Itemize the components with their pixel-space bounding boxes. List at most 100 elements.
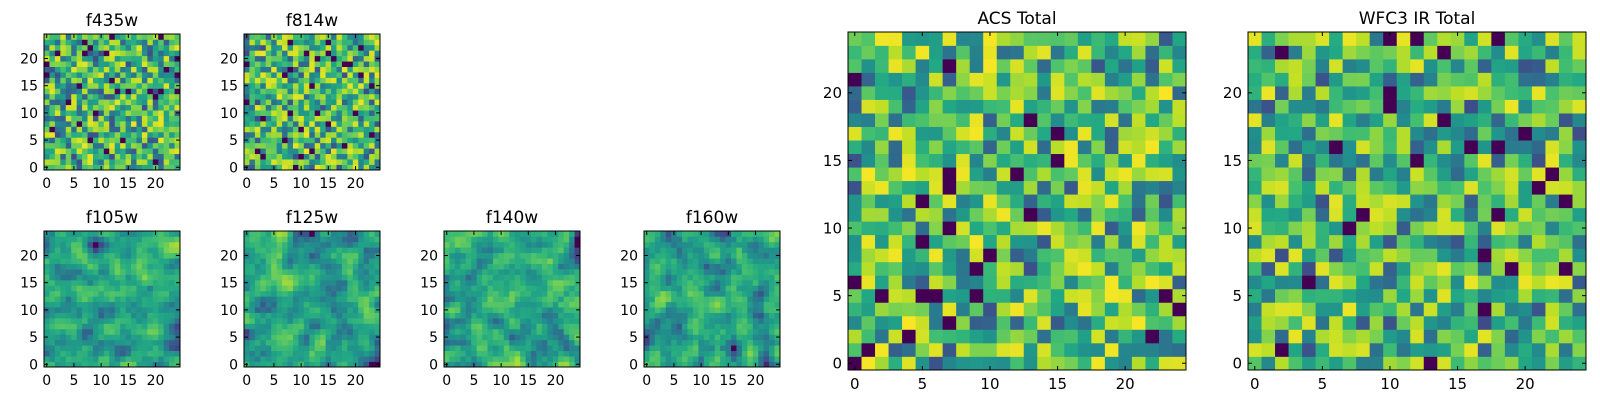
heatmap-cell [147, 99, 154, 106]
heatmap-cell [82, 339, 88, 346]
heatmap-cell [888, 329, 903, 344]
heatmap-cell [298, 323, 305, 330]
heatmap-cell [369, 231, 375, 237]
heatmap-cell [1437, 180, 1452, 195]
heatmap-cell [888, 113, 903, 127]
heatmap-cell [374, 115, 381, 122]
heatmap-cell [1077, 153, 1092, 168]
heatmap-cell [76, 121, 83, 127]
axes-frame [243, 33, 381, 171]
heatmap-cell [1077, 261, 1092, 276]
y-tick-label: 15 [823, 152, 842, 170]
heatmap-cell [309, 231, 316, 237]
heatmap-cell [498, 318, 505, 324]
heatmap-cell [109, 93, 116, 100]
heatmap-cell [60, 312, 67, 319]
heatmap-cell [665, 339, 672, 346]
heatmap-cell [125, 88, 132, 95]
heatmap-cell [1077, 32, 1092, 46]
heatmap-cell [314, 66, 321, 73]
heatmap-cell [303, 356, 310, 362]
heatmap-cell [758, 339, 765, 346]
heatmap-cell [109, 148, 116, 155]
heatmap-cell [136, 77, 143, 84]
heatmap-cell [902, 86, 916, 100]
heatmap-cell [558, 350, 565, 357]
heatmap-cell [720, 296, 726, 303]
heatmap-cell [65, 274, 72, 281]
heatmap-cell [888, 221, 903, 236]
heatmap-cell [1037, 248, 1052, 263]
heatmap-cell [76, 164, 83, 171]
heatmap-cell [915, 167, 930, 182]
heatmap-cell [1504, 329, 1519, 344]
heatmap-cell [1383, 288, 1398, 303]
heatmap-cell [54, 307, 61, 313]
heatmap-cell [276, 153, 283, 160]
heatmap-cell [71, 88, 77, 95]
heatmap-cell [1104, 194, 1119, 209]
heatmap-cell [103, 99, 110, 106]
heatmap-cell [983, 72, 998, 87]
heatmap-cell [325, 121, 332, 127]
heatmap-cell [1518, 261, 1533, 276]
heatmap-cell [369, 301, 375, 308]
heatmap-cell [929, 180, 943, 195]
heatmap-cell [114, 361, 121, 368]
heatmap-cell [341, 269, 348, 275]
heatmap-cell [109, 77, 116, 84]
heatmap-cell [563, 361, 570, 368]
heatmap-cell [644, 339, 650, 346]
heatmap-cell [682, 328, 688, 335]
heatmap-cell [163, 258, 170, 264]
heatmap-cell [336, 104, 343, 111]
heatmap-cell [983, 99, 998, 114]
heatmap-cell [1010, 288, 1025, 303]
heatmap-cell [1437, 275, 1452, 290]
heatmap-cell [276, 334, 283, 341]
heatmap-cell [1050, 356, 1065, 371]
heatmap-cell [541, 328, 548, 335]
heatmap-cell [929, 140, 943, 155]
heatmap-cell [725, 247, 732, 254]
heatmap-cell [514, 339, 521, 346]
heatmap-cell [298, 356, 305, 362]
heatmap-cell [1172, 126, 1187, 141]
heatmap-cell [703, 258, 710, 264]
heatmap-cell [942, 329, 957, 344]
heatmap-cell [1131, 275, 1146, 290]
heatmap-cell [358, 153, 365, 160]
heatmap-cell [303, 164, 310, 171]
heatmap-cell [276, 328, 283, 335]
heatmap-cell [244, 44, 250, 51]
heatmap-cell [320, 323, 326, 330]
heatmap-cell [341, 104, 348, 111]
heatmap-cell [875, 59, 889, 73]
heatmap-cell [660, 350, 667, 357]
heatmap-cell [902, 59, 916, 73]
heatmap-cell [983, 275, 998, 290]
heatmap-cell [287, 104, 294, 111]
heatmap-cell [331, 301, 337, 308]
heatmap-cell [271, 104, 277, 111]
heatmap-cell [747, 301, 754, 308]
heatmap-cell [136, 356, 143, 362]
heatmap-cell [254, 252, 261, 259]
heatmap-cell [552, 241, 559, 248]
heatmap-cell [336, 274, 343, 281]
heatmap-cell [471, 339, 477, 346]
heatmap-cell [174, 126, 181, 133]
heatmap-cell [125, 345, 132, 352]
heatmap-cell [169, 121, 175, 127]
heatmap-cell [147, 258, 154, 264]
heatmap-cell [558, 285, 565, 292]
heatmap-cell [358, 148, 365, 155]
heatmap-cell [44, 88, 50, 95]
heatmap-cell [141, 334, 148, 341]
heatmap-cell [492, 236, 499, 243]
heatmap-cell [1077, 207, 1092, 222]
heatmap-cell [763, 296, 770, 303]
heatmap-cell [676, 356, 683, 362]
heatmap-cell [563, 307, 570, 313]
heatmap-cell [92, 285, 99, 292]
